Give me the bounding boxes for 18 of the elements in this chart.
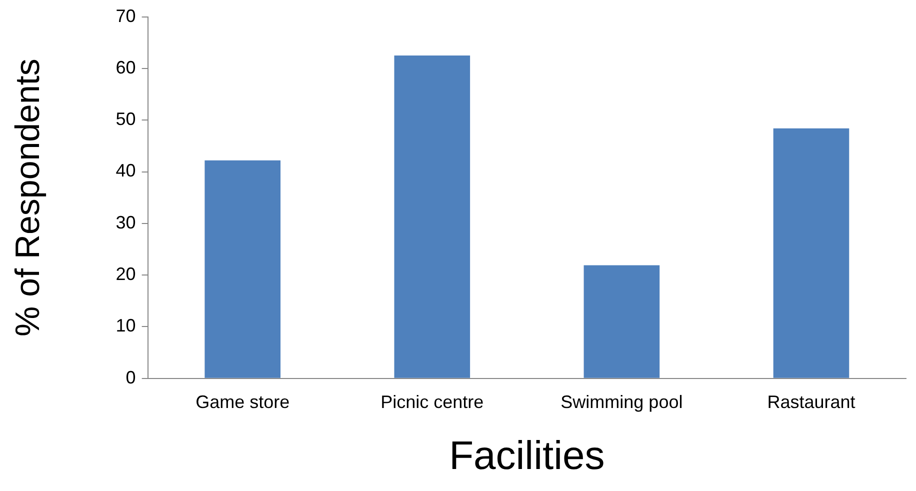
bar: [584, 265, 660, 378]
y-tick-label: 70: [116, 6, 136, 26]
bar: [773, 128, 850, 378]
y-tick-label: 20: [116, 264, 136, 284]
x-tick-label: Picnic centre: [380, 392, 484, 412]
y-axis-title: % of Respondents: [8, 58, 47, 337]
y-tick-label: 40: [116, 160, 136, 181]
x-tick-label: Game store: [196, 392, 290, 412]
y-tick-label: 0: [126, 367, 136, 388]
x-axis-title: Facilities: [449, 434, 605, 478]
bar: [204, 160, 281, 378]
x-tick-label: Swimming pool: [560, 392, 683, 412]
y-tick-label: 60: [116, 57, 136, 78]
y-tick-label: 30: [116, 212, 136, 232]
y-tick-label: 50: [116, 109, 136, 130]
bar: [394, 56, 470, 378]
y-tick-label: 10: [116, 316, 136, 336]
x-tick-label: Rastaurant: [767, 392, 856, 412]
